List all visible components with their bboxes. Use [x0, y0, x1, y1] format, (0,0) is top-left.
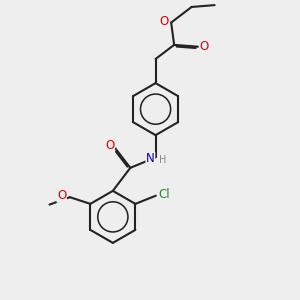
- Text: Cl: Cl: [158, 188, 170, 202]
- Text: O: O: [160, 15, 169, 28]
- Text: H: H: [159, 155, 167, 165]
- Text: N: N: [146, 152, 155, 165]
- Text: O: O: [105, 139, 115, 152]
- Text: O: O: [57, 189, 66, 202]
- Text: O: O: [199, 40, 208, 53]
